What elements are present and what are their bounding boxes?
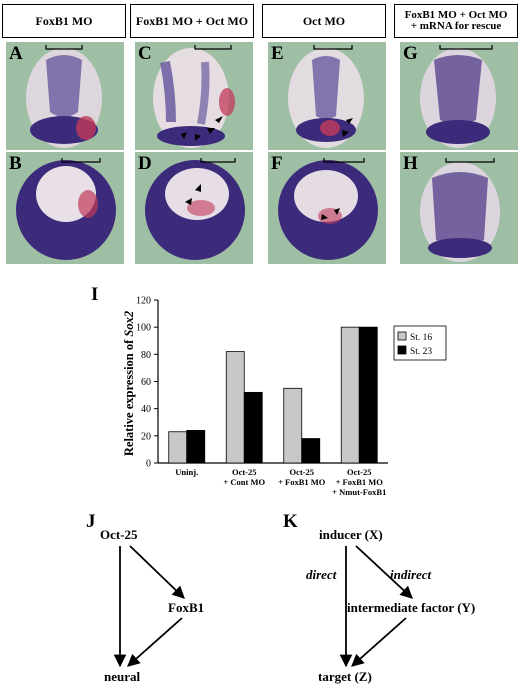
category-label: Oct-25 bbox=[289, 467, 314, 477]
embryo-image bbox=[26, 45, 102, 148]
bar-st23 bbox=[243, 391, 263, 464]
header-label-line2: + mRNA for rescue bbox=[410, 20, 502, 32]
chart-label: I bbox=[91, 284, 99, 305]
panel-letter: F bbox=[271, 153, 283, 174]
header-label: FoxB1 MO bbox=[35, 13, 93, 28]
embryo-image bbox=[278, 158, 378, 260]
panel-letter: B bbox=[9, 153, 22, 174]
header-foxb1-oct-mo: FoxB1 MO + Oct MO bbox=[130, 4, 254, 38]
diagram-k-edge-indirect: indirect bbox=[390, 567, 432, 582]
panel-letter: G bbox=[403, 43, 418, 64]
legend-label: St. 23 bbox=[410, 347, 432, 357]
bar-st23 bbox=[358, 326, 378, 464]
panel-letter: H bbox=[403, 153, 418, 174]
legend-box bbox=[393, 325, 447, 361]
y-tick-label: 0 bbox=[146, 459, 151, 470]
embryo-panel-d: D bbox=[135, 152, 253, 264]
header-foxb1-mo: FoxB1 MO bbox=[2, 4, 126, 38]
y-tick-label: 100 bbox=[136, 323, 151, 334]
category-label: + Cont MO bbox=[223, 477, 265, 487]
y-tick-label: 120 bbox=[136, 296, 151, 307]
embryo-panel-b: B bbox=[6, 152, 124, 264]
category-label: Uninj. bbox=[175, 467, 198, 477]
embryo-image bbox=[16, 158, 116, 260]
embryo-image bbox=[420, 45, 496, 148]
embryo-panel-a: A bbox=[6, 42, 124, 150]
diagram-j-bottom: neural bbox=[104, 669, 141, 684]
embryo-panel-f: F bbox=[268, 152, 386, 264]
header-label-line1: FoxB1 MO + Oct MO bbox=[404, 9, 508, 21]
bar-st23 bbox=[186, 429, 206, 464]
y-tick-label: 60 bbox=[141, 377, 151, 388]
diagram-j-arrow-to-mid bbox=[129, 545, 185, 599]
embryo-image bbox=[153, 45, 235, 148]
diagram-k-label: K bbox=[283, 511, 298, 532]
embryo-image bbox=[288, 45, 364, 148]
y-tick-label: 40 bbox=[141, 404, 151, 415]
category-label: + FoxB1 MO bbox=[278, 477, 326, 487]
diagram-j-arrow-from-mid bbox=[127, 617, 183, 667]
legend-swatch bbox=[397, 345, 407, 355]
header-label: FoxB1 MO + Oct MO bbox=[135, 13, 249, 28]
category-label: Oct-25 bbox=[232, 467, 257, 477]
panel-letter: A bbox=[9, 43, 23, 64]
embryo-panel-c: C bbox=[135, 42, 253, 150]
diagram-k-arrow-from-mid bbox=[351, 617, 407, 667]
bar-st16 bbox=[283, 387, 303, 464]
legend-swatch bbox=[397, 331, 407, 341]
diagram-k-bottom: target (Z) bbox=[318, 669, 372, 684]
bar-st23 bbox=[301, 438, 321, 464]
header-label: Oct MO bbox=[302, 13, 346, 28]
embryo-panel-h: H bbox=[400, 152, 518, 264]
bar-st16 bbox=[225, 351, 245, 464]
embryo-panel-e: E bbox=[268, 42, 386, 150]
diagram-k-mid: intermediate factor (Y) bbox=[347, 600, 476, 615]
legend-label: St. 16 bbox=[410, 333, 432, 343]
bar-st16 bbox=[340, 326, 360, 464]
diagram-j-label: J bbox=[86, 511, 96, 532]
embryo-image bbox=[145, 158, 245, 260]
category-label: + Nmut-FoxB1 bbox=[332, 487, 386, 497]
diagram-k-top: inducer (X) bbox=[319, 527, 383, 542]
diagram-j-top: Oct-25 bbox=[100, 527, 138, 542]
diagram-j-mid: FoxB1 bbox=[168, 600, 205, 615]
embryo-panel-g: G bbox=[400, 42, 518, 150]
y-tick-label: 20 bbox=[141, 431, 151, 442]
panel-letter: D bbox=[138, 153, 152, 174]
embryo-image bbox=[420, 158, 500, 262]
header-rescue: FoxB1 MO + Oct MO + mRNA for rescue bbox=[394, 4, 518, 38]
bar-st16 bbox=[168, 431, 188, 464]
category-label: + FoxB1 MO bbox=[336, 477, 384, 487]
panel-letter: E bbox=[271, 43, 284, 64]
header-oct-mo: Oct MO bbox=[262, 4, 386, 38]
category-label: Oct-25 bbox=[347, 467, 372, 477]
panel-letter: C bbox=[138, 43, 152, 64]
y-axis-label: Relative expression of Sox2 bbox=[122, 311, 136, 456]
diagram-k-edge-direct: direct bbox=[306, 567, 337, 582]
y-tick-label: 80 bbox=[141, 350, 151, 361]
